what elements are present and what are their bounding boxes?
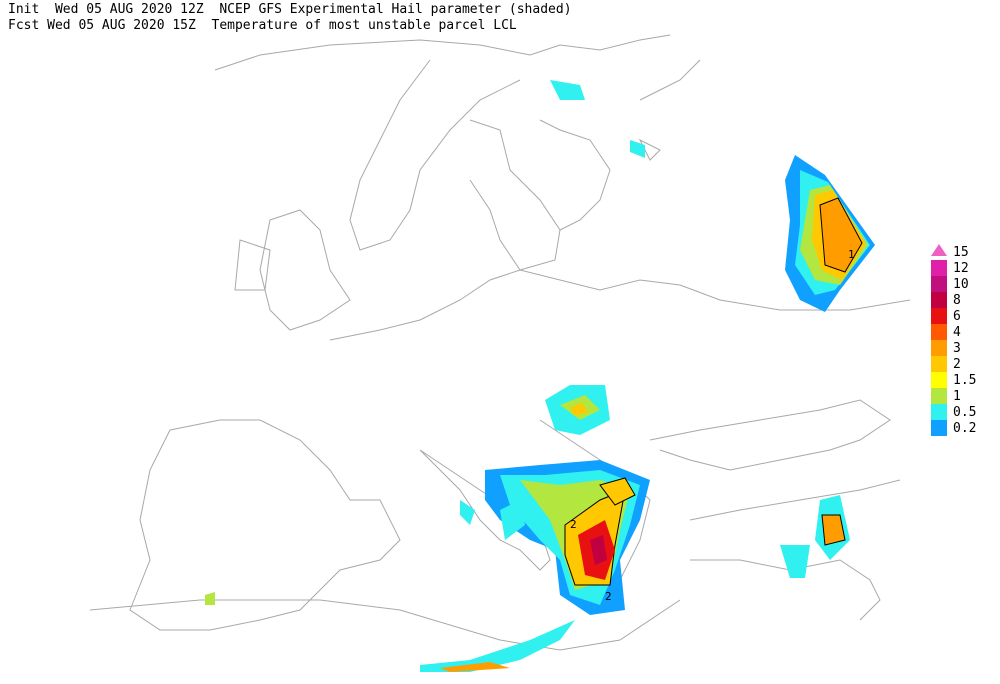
contour-label: 2 — [570, 518, 577, 531]
header-line: Fcst Wed 05 AUG 2020 15Z Temperature of … — [8, 18, 517, 33]
legend-triangle — [931, 244, 947, 256]
legend-swatch — [931, 340, 947, 356]
legend-swatch — [931, 420, 947, 436]
legend-label: 6 — [953, 309, 961, 324]
legend-swatch — [931, 292, 947, 308]
legend-swatch — [931, 372, 947, 388]
legend-swatch — [931, 260, 947, 276]
legend-label: 1.5 — [953, 373, 976, 388]
legend-swatch — [931, 356, 947, 372]
legend-label: 10 — [953, 277, 969, 292]
contour-label: 2 — [605, 590, 612, 603]
legend-label: 2 — [953, 357, 961, 372]
legend-swatch — [931, 276, 947, 292]
legend-label: 8 — [953, 293, 961, 308]
legend-swatch — [931, 388, 947, 404]
legend-label: 15 — [953, 245, 969, 260]
legend-label: 1 — [953, 389, 961, 404]
legend-swatch — [931, 324, 947, 340]
legend-swatch — [931, 404, 947, 420]
legend-label: 3 — [953, 341, 961, 356]
coastlines — [89, 34, 911, 651]
hail-shading — [205, 80, 875, 672]
legend-swatch — [931, 308, 947, 324]
legend-label: 4 — [953, 325, 961, 340]
legend-label: 12 — [953, 261, 969, 276]
legend-label: 0.5 — [953, 405, 976, 420]
contour-label: 1 — [848, 248, 855, 261]
legend-label: 0.2 — [953, 421, 976, 436]
header-line: Init Wed 05 AUG 2020 12Z NCEP GFS Experi… — [8, 2, 572, 17]
